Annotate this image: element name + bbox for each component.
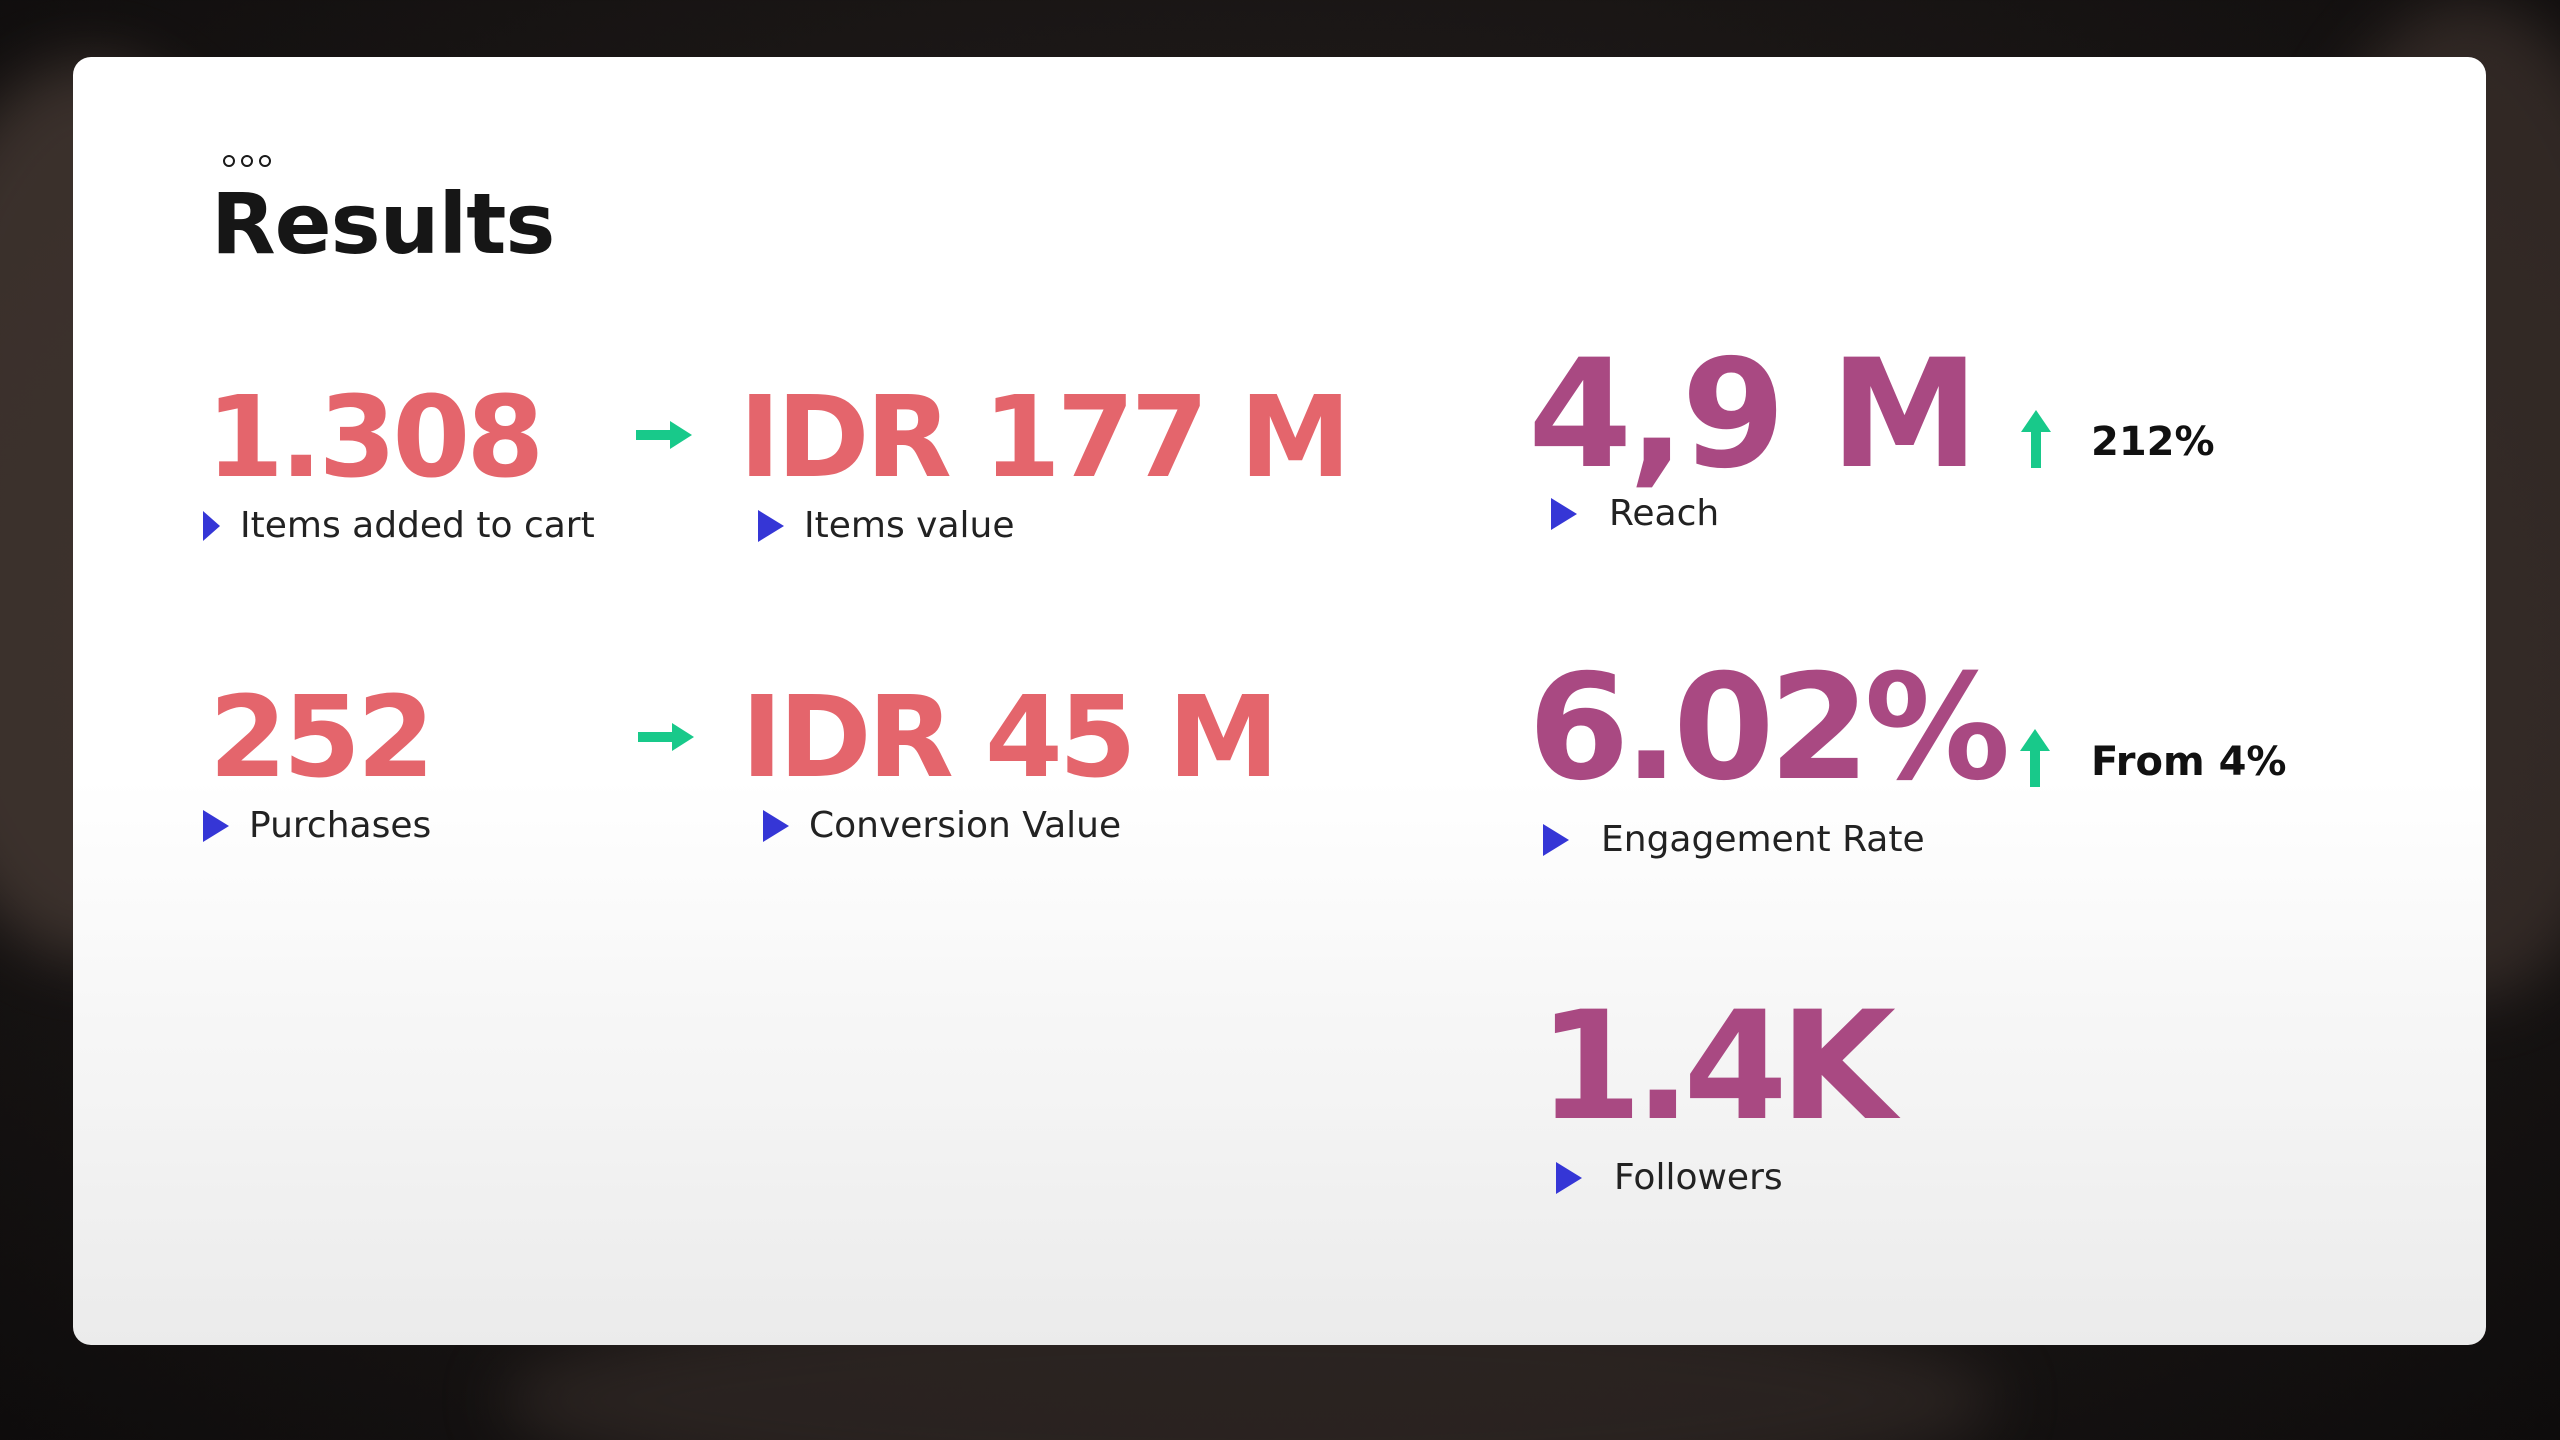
purchases-value: 252 bbox=[209, 673, 435, 803]
purchases-label: Purchases bbox=[203, 805, 431, 846]
arrow-right-icon bbox=[638, 723, 694, 751]
results-card: Results 1.308 Items added to cart IDR 17… bbox=[73, 57, 2486, 1345]
more-dots-icon[interactable] bbox=[223, 155, 271, 167]
conversion-value-value: IDR 45 M bbox=[741, 673, 1279, 803]
play-triangle-icon bbox=[1551, 497, 1577, 530]
dot bbox=[259, 155, 271, 167]
engagement-delta: From 4% bbox=[2091, 739, 2287, 785]
engagement-value: 6.02% bbox=[1528, 643, 2011, 813]
engagement-label-text: Engagement Rate bbox=[1601, 819, 1925, 860]
engagement-label: Engagement Rate bbox=[1543, 819, 1925, 860]
followers-label: Followers bbox=[1556, 1157, 1783, 1198]
reach-value: 4,9 M bbox=[1528, 328, 1979, 502]
play-triangle-icon bbox=[1543, 823, 1569, 856]
items-value-value: IDR 177 M bbox=[739, 373, 1351, 503]
conversion-value-label-text: Conversion Value bbox=[809, 805, 1122, 846]
reach-label-text: Reach bbox=[1609, 493, 1720, 534]
items-added-label-text: Items added to cart bbox=[240, 505, 595, 546]
reach-label: Reach bbox=[1551, 493, 1719, 534]
arrow-up-icon bbox=[2021, 410, 2051, 468]
dot bbox=[223, 155, 235, 167]
page-title: Results bbox=[211, 175, 555, 273]
items-value-label-text: Items value bbox=[804, 505, 1015, 546]
play-triangle-icon bbox=[203, 510, 220, 541]
items-added-label: Items added to cart bbox=[203, 505, 595, 546]
items-value-label: Items value bbox=[758, 505, 1014, 546]
play-triangle-icon bbox=[763, 809, 789, 842]
conversion-value-label: Conversion Value bbox=[763, 805, 1121, 846]
followers-label-text: Followers bbox=[1614, 1157, 1783, 1198]
arrow-up-icon bbox=[2020, 729, 2050, 787]
play-triangle-icon bbox=[203, 809, 229, 842]
play-triangle-icon bbox=[758, 509, 784, 542]
purchases-label-text: Purchases bbox=[249, 805, 432, 846]
dot bbox=[241, 155, 253, 167]
followers-value: 1.4K bbox=[1538, 980, 1896, 1154]
arrow-right-icon bbox=[636, 421, 692, 449]
items-added-value: 1.308 bbox=[206, 373, 544, 503]
play-triangle-icon bbox=[1556, 1161, 1582, 1194]
reach-delta: 212% bbox=[2091, 419, 2215, 465]
